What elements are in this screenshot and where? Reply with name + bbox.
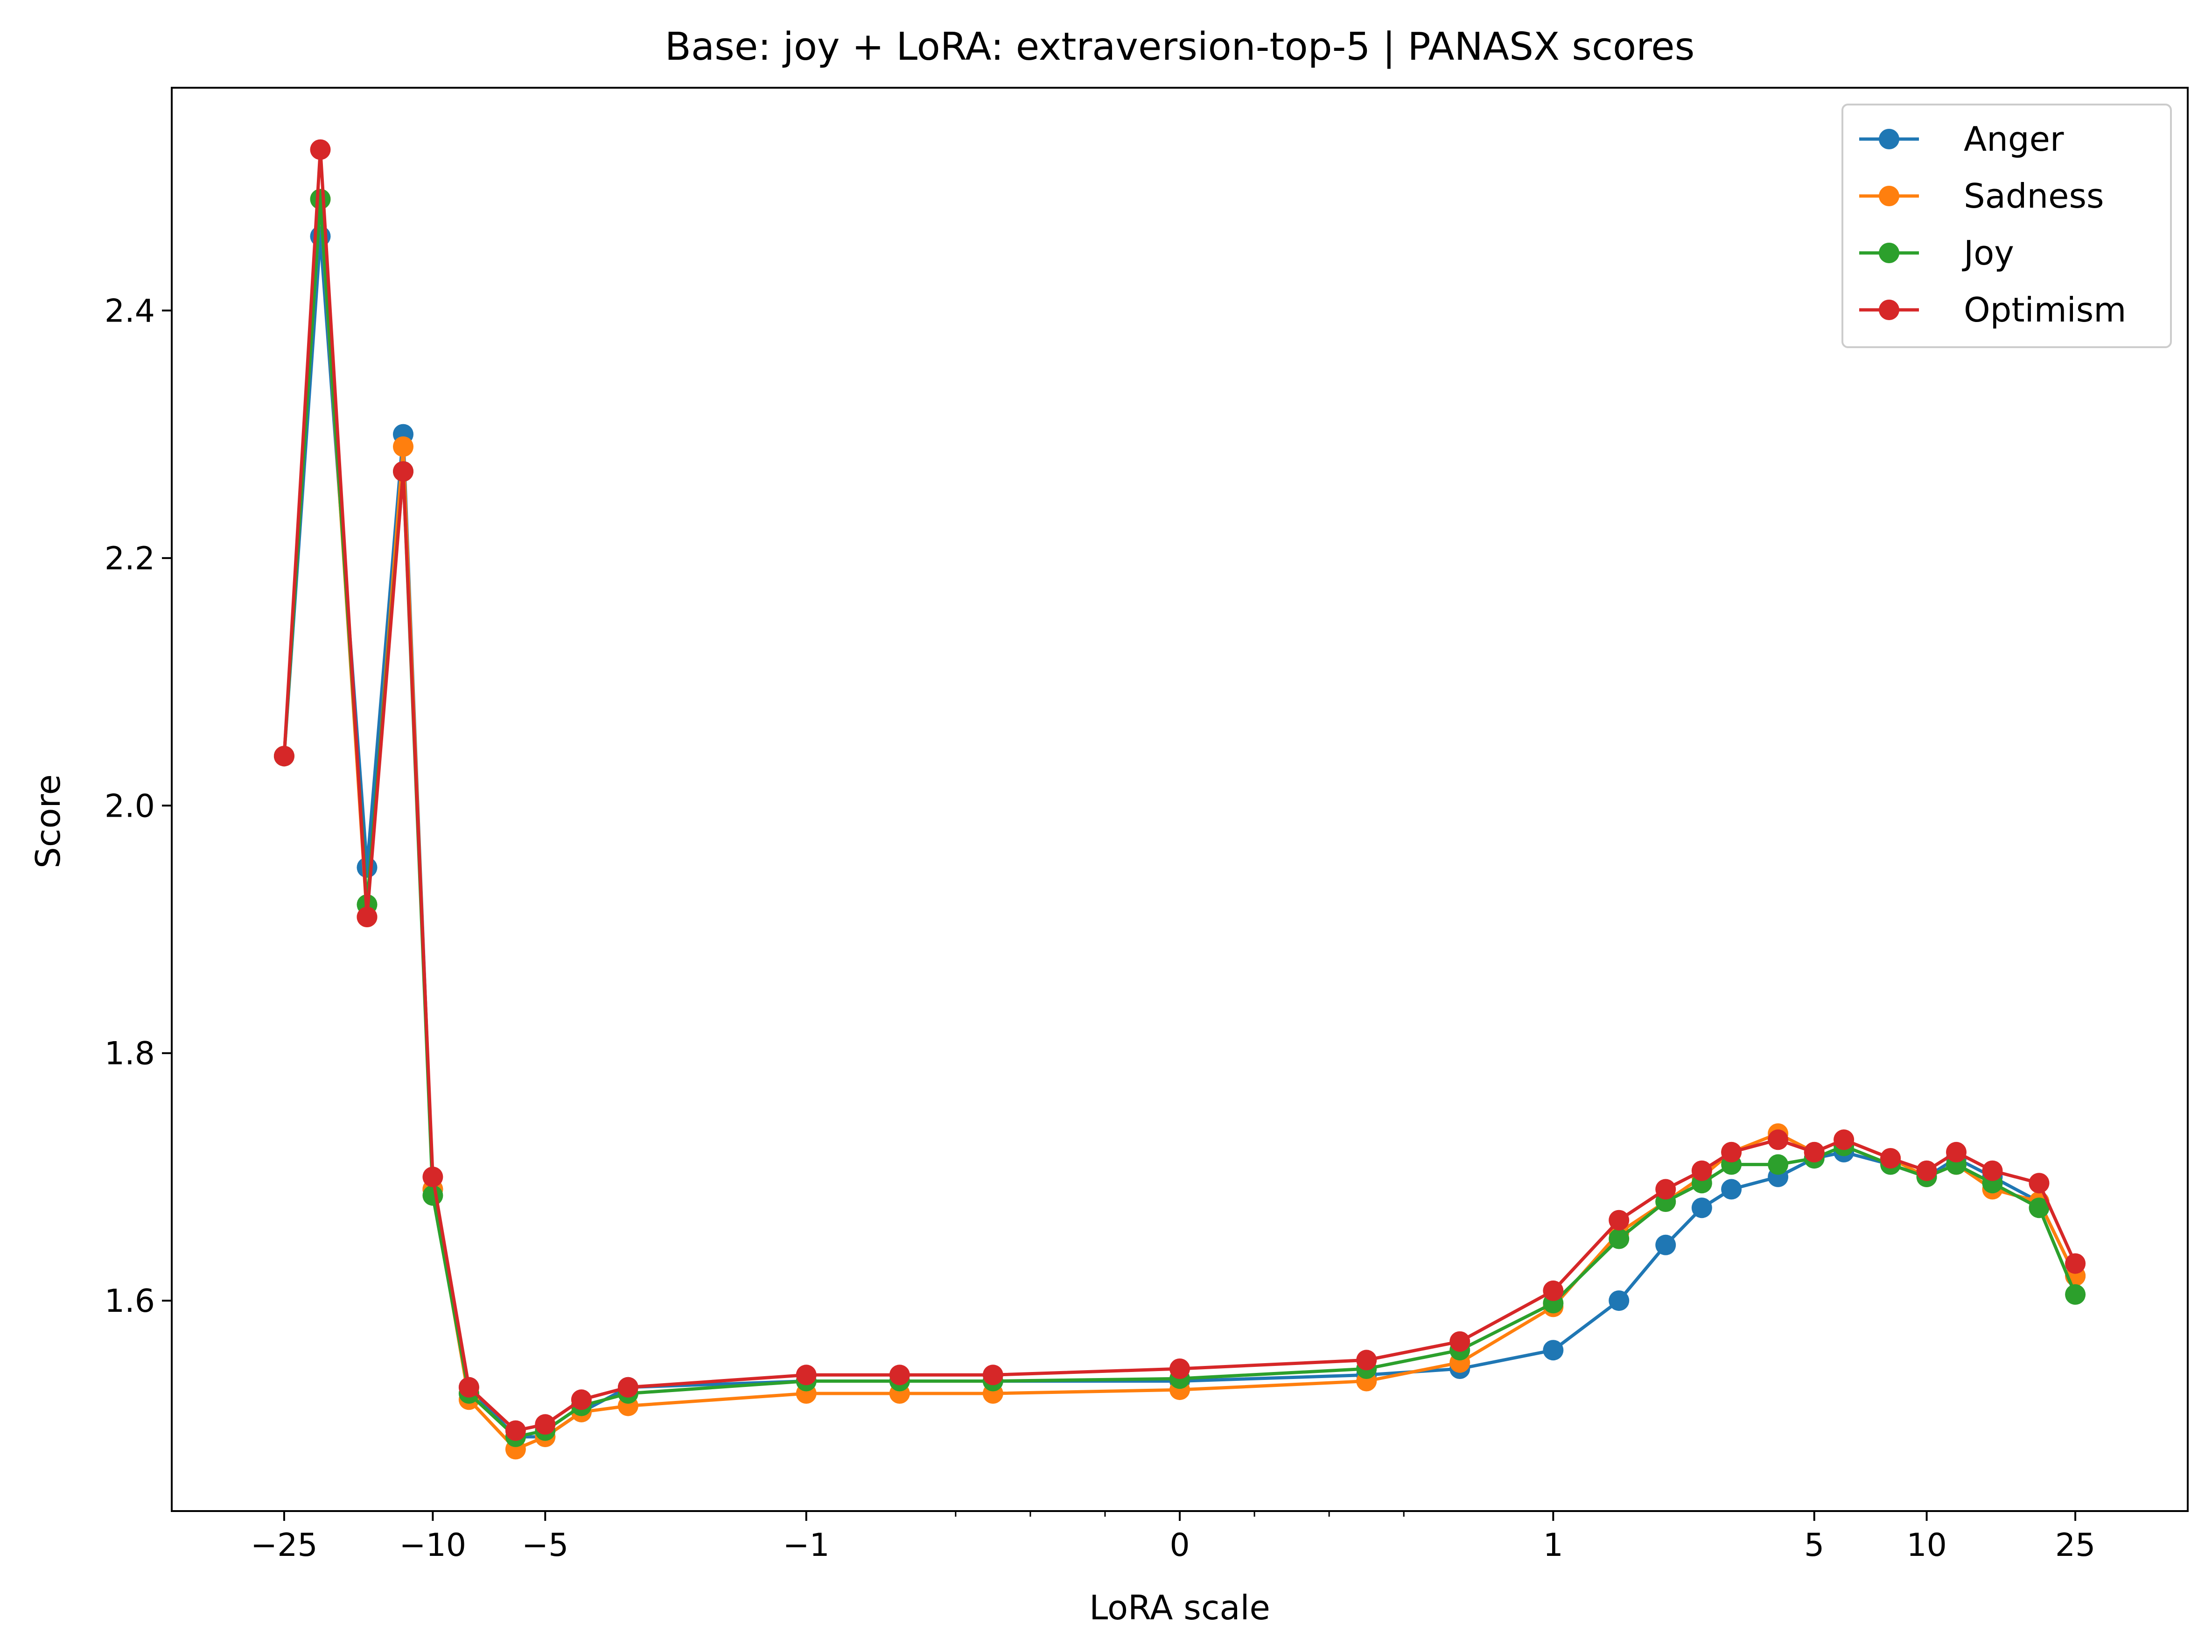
x-axis-label: LoRA scale (1089, 1588, 1270, 1627)
x-tick-label: 25 (2055, 1527, 2096, 1564)
data-point-optimism (1449, 1331, 1470, 1352)
data-point-optimism (1768, 1129, 1789, 1150)
data-point-anger (1655, 1234, 1676, 1255)
data-point-optimism (393, 461, 413, 482)
legend-box (1841, 104, 2172, 348)
data-point-optimism (889, 1365, 910, 1386)
data-point-optimism (310, 139, 331, 160)
data-point-joy (2029, 1197, 2050, 1218)
plot-area (273, 139, 2086, 1460)
data-point-optimism (1982, 1160, 2003, 1181)
data-point-optimism (1356, 1350, 1377, 1371)
legend-marker-anger (1879, 129, 1899, 149)
x-tick-label: 10 (1906, 1527, 1947, 1564)
legend-label-sadness: Sadness (1964, 176, 2104, 216)
data-point-optimism (1543, 1280, 1564, 1301)
data-point-optimism (982, 1365, 1003, 1386)
data-point-anger (1691, 1197, 1712, 1218)
x-tick-label: −1 (783, 1527, 830, 1564)
y-tick-label: 2.2 (105, 540, 155, 577)
x-tick-label: −25 (251, 1527, 318, 1564)
data-point-joy (422, 1185, 443, 1206)
legend-marker-sadness (1879, 186, 1899, 206)
legend: Anger Sadness Joy Optimism (1841, 104, 2172, 348)
legend-marker-joy (1879, 243, 1899, 263)
data-point-anger (1609, 1290, 1630, 1311)
x-tick-label: 1 (1543, 1527, 1563, 1564)
x-axis-ticks: −25 −10 −5 −1 0 1 5 10 25 (251, 1511, 2095, 1564)
data-point-joy (1609, 1228, 1630, 1249)
data-point-optimism (1655, 1179, 1676, 1200)
data-point-optimism (2065, 1253, 2086, 1274)
data-point-anger (1721, 1179, 1742, 1200)
y-axis-ticks: 1.6 1.8 2.0 2.2 2.4 (105, 293, 172, 1320)
data-point-optimism (2029, 1173, 2050, 1194)
x-tick-label: −5 (522, 1527, 568, 1564)
data-point-optimism (1169, 1358, 1190, 1379)
data-point-optimism (458, 1377, 479, 1398)
y-tick-label: 2.4 (105, 293, 155, 329)
data-point-optimism (273, 746, 294, 767)
data-point-optimism (357, 907, 378, 927)
data-point-joy (310, 189, 331, 210)
data-point-optimism (796, 1365, 817, 1386)
data-point-optimism (1880, 1148, 1901, 1169)
data-point-optimism (617, 1377, 638, 1398)
y-axis-label: Score (28, 774, 68, 868)
data-point-optimism (1721, 1141, 1742, 1162)
legend-label-anger: Anger (1964, 119, 2064, 159)
data-point-optimism (1609, 1210, 1630, 1231)
legend-label-joy: Joy (1962, 233, 2014, 273)
data-point-optimism (1916, 1160, 1937, 1181)
x-tick-label: 5 (1804, 1527, 1824, 1564)
data-point-optimism (505, 1420, 526, 1441)
data-point-anger (1543, 1340, 1564, 1361)
data-point-anger (357, 857, 378, 878)
chart-title: Base: joy + LoRA: extraversion-top-5 | P… (665, 25, 1695, 69)
y-tick-label: 1.8 (105, 1036, 155, 1072)
y-tick-label: 2.0 (105, 788, 155, 825)
data-point-optimism (1804, 1141, 1825, 1162)
data-point-optimism (422, 1166, 443, 1187)
data-point-optimism (1834, 1129, 1855, 1150)
legend-marker-optimism (1879, 300, 1899, 320)
data-point-joy (2065, 1284, 2086, 1305)
data-point-optimism (1691, 1160, 1712, 1181)
x-tick-label: −10 (399, 1527, 467, 1564)
data-point-optimism (571, 1389, 592, 1410)
data-point-sadness (393, 436, 413, 457)
y-tick-label: 1.6 (105, 1283, 155, 1320)
legend-label-optimism: Optimism (1964, 290, 2126, 329)
data-point-optimism (1946, 1141, 1967, 1162)
data-point-optimism (535, 1414, 556, 1435)
x-tick-label: 0 (1169, 1527, 1190, 1564)
data-point-joy (1768, 1154, 1789, 1175)
